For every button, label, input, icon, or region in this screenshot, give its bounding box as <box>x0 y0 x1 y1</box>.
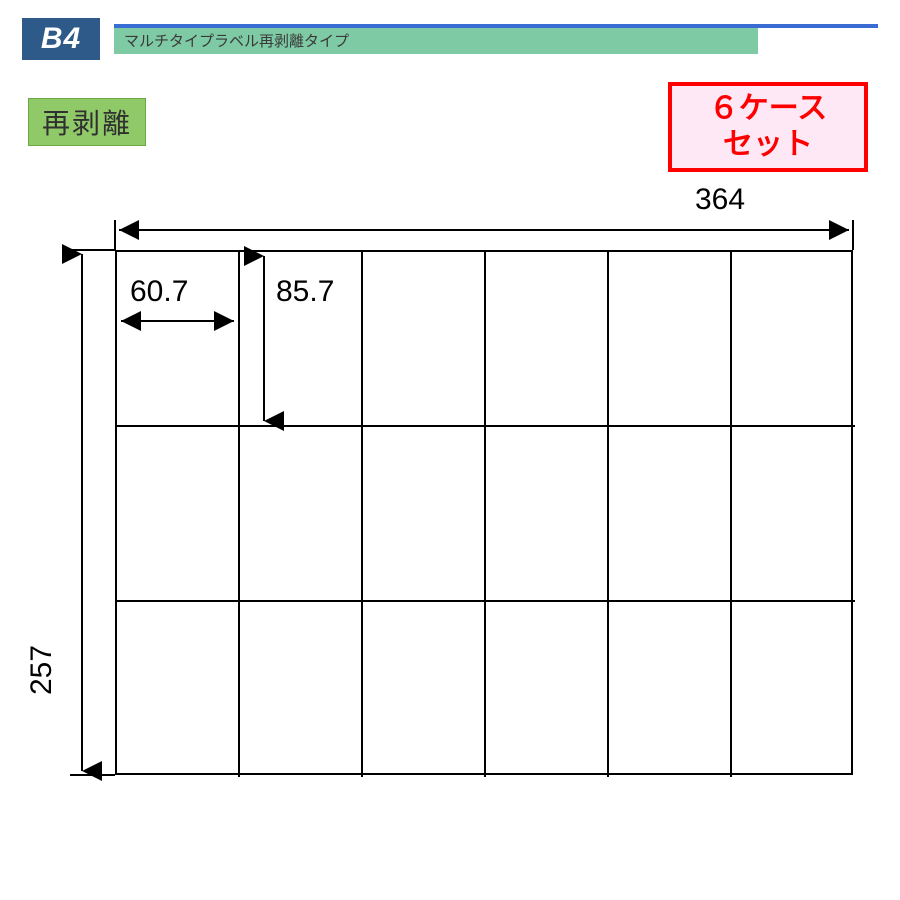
grid-cell <box>732 252 855 427</box>
grid-cell <box>609 427 732 602</box>
case-line2: セット <box>723 127 813 163</box>
grid-cell <box>363 427 486 602</box>
dim-height-ticks <box>70 250 120 775</box>
grid-cell <box>486 602 609 777</box>
grid-cell <box>609 602 732 777</box>
grid-cell <box>732 427 855 602</box>
grid-cell <box>486 252 609 427</box>
header-strip: マルチタイプラベル再剥離タイプ <box>114 24 878 54</box>
dim-cell-height <box>256 252 276 427</box>
removable-badge: 再剥離 <box>28 98 146 146</box>
grid-cell <box>363 252 486 427</box>
case-set-badge: ６ケース セット <box>668 82 868 172</box>
grid-cell <box>240 602 363 777</box>
grid-cell <box>363 602 486 777</box>
grid-cell <box>117 602 240 777</box>
grid-cell <box>486 427 609 602</box>
dim-width-label: 364 <box>695 183 745 217</box>
dim-cell-height-label: 85.7 <box>276 275 334 309</box>
format-badge: B4 <box>22 18 100 60</box>
grid-cell <box>240 427 363 602</box>
header-subtitle: マルチタイプラベル再剥離タイプ <box>124 30 349 51</box>
grid-cell <box>609 252 732 427</box>
dim-height-label: 257 <box>25 645 59 695</box>
label-diagram: 364 257 60.7 85.7 <box>30 195 870 875</box>
header-bar: B4 マルチタイプラベル再剥離タイプ <box>22 18 878 60</box>
grid-cell <box>117 427 240 602</box>
grid-cell <box>732 602 855 777</box>
dim-cell-width <box>117 313 240 333</box>
case-line1: ６ケース <box>709 91 828 127</box>
dim-cell-width-label: 60.7 <box>130 275 188 309</box>
